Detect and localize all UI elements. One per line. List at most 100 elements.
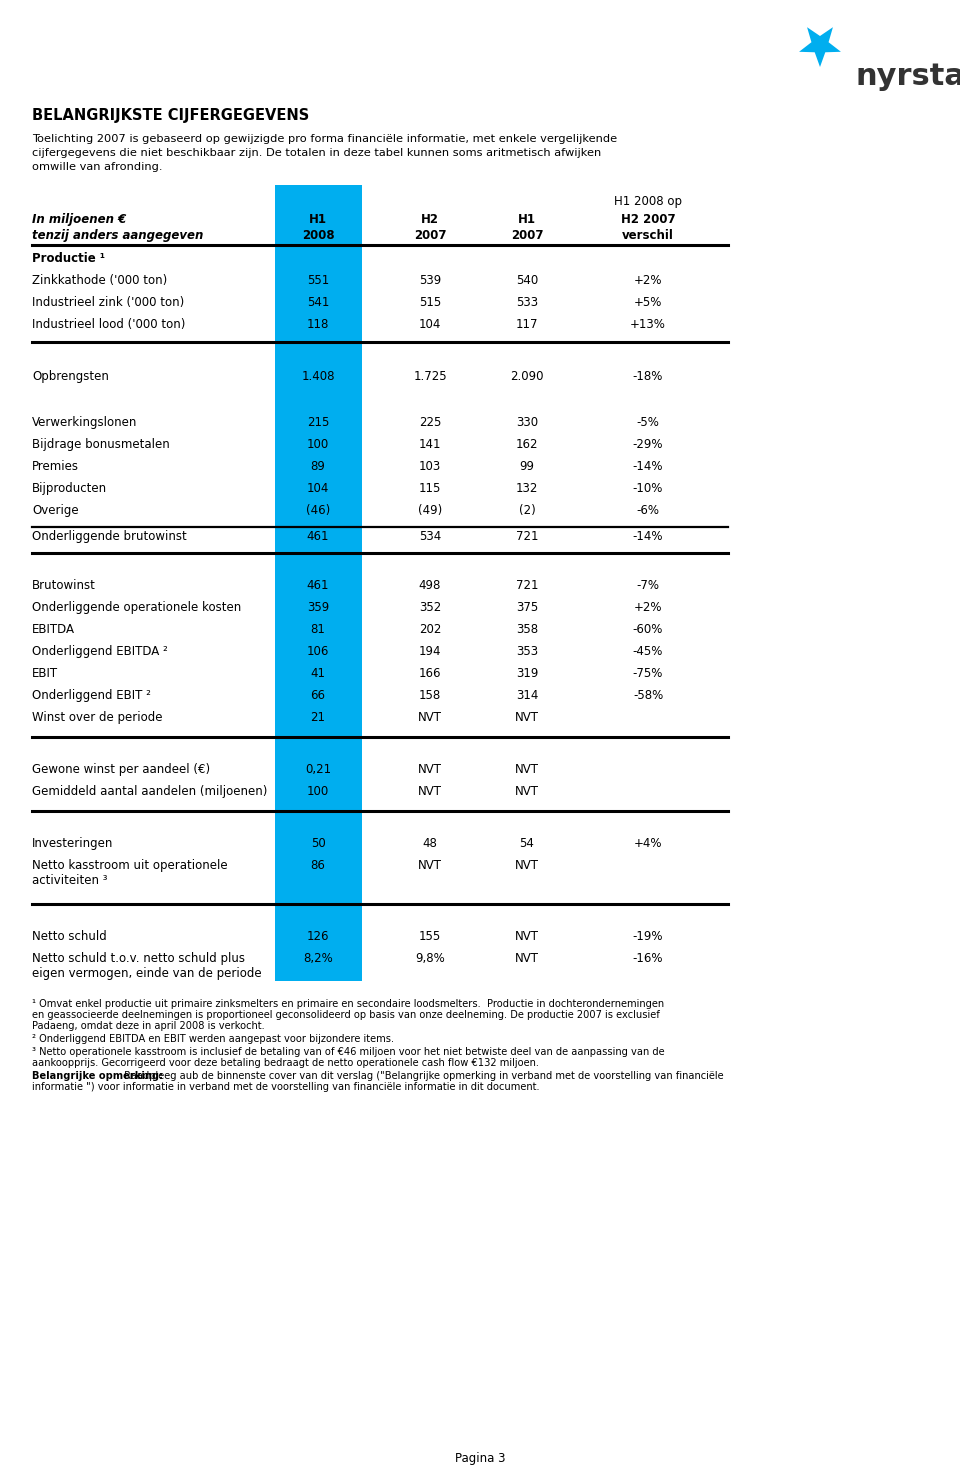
Text: 721: 721 [516,580,539,591]
Text: 118: 118 [307,319,329,330]
Text: 106: 106 [307,645,329,658]
Text: 9,8%: 9,8% [415,951,444,965]
Text: -6%: -6% [636,504,660,518]
Text: 539: 539 [419,274,442,288]
Text: -7%: -7% [636,580,660,591]
Text: 551: 551 [307,274,329,288]
Text: aankoopprijs. Gecorrigeerd voor deze betaling bedraagt de netto operationele cas: aankoopprijs. Gecorrigeerd voor deze bet… [32,1058,539,1068]
Text: 54: 54 [519,836,535,850]
Text: NVT: NVT [515,951,539,965]
Text: informatie ") voor informatie in verband met de voorstelling van financiële info: informatie ") voor informatie in verband… [32,1083,540,1092]
Text: 319: 319 [516,667,539,680]
Text: nyrstar: nyrstar [855,62,960,91]
Text: 0,21: 0,21 [305,763,331,776]
Text: 117: 117 [516,319,539,330]
Text: 202: 202 [419,622,442,636]
Text: 162: 162 [516,438,539,451]
Text: +13%: +13% [630,319,666,330]
Text: Onderliggend EBIT ²: Onderliggend EBIT ² [32,689,151,702]
Text: 194: 194 [419,645,442,658]
Text: ³ Netto operationele kasstroom is inclusief de betaling van of €46 miljoen voor : ³ Netto operationele kasstroom is inclus… [32,1047,664,1058]
Text: 215: 215 [307,416,329,429]
Text: -75%: -75% [633,667,663,680]
Text: EBITDA: EBITDA [32,622,75,636]
Text: NVT: NVT [515,785,539,798]
Text: Industrieel lood ('000 ton): Industrieel lood ('000 ton) [32,319,185,330]
Text: 533: 533 [516,296,538,308]
Text: H1 2008 op: H1 2008 op [614,195,682,208]
Text: H2: H2 [421,212,439,226]
Text: Bijproducten: Bijproducten [32,482,108,496]
Text: -14%: -14% [633,530,663,543]
Text: 141: 141 [419,438,442,451]
Text: 48: 48 [422,836,438,850]
Text: 66: 66 [310,689,325,702]
Text: 1.408: 1.408 [301,370,335,384]
Text: 2007: 2007 [414,229,446,242]
Text: (2): (2) [518,504,536,518]
Text: NVT: NVT [515,858,539,872]
Text: 225: 225 [419,416,442,429]
Text: Belangrijke opmerking:: Belangrijke opmerking: [32,1071,163,1081]
Text: -18%: -18% [633,370,663,384]
Text: NVT: NVT [418,711,442,724]
Text: 358: 358 [516,622,538,636]
Text: NVT: NVT [418,785,442,798]
Text: Opbrengsten: Opbrengsten [32,370,108,384]
Text: cijfergegevens die niet beschikbaar zijn. De totalen in deze tabel kunnen soms a: cijfergegevens die niet beschikbaar zijn… [32,148,601,158]
Text: Netto kasstroom uit operationele: Netto kasstroom uit operationele [32,858,228,872]
Text: Toelichting 2007 is gebaseerd op gewijzigde pro forma financiële informatie, met: Toelichting 2007 is gebaseerd op gewijzi… [32,134,617,145]
Text: 330: 330 [516,416,538,429]
Text: eigen vermogen, einde van de periode: eigen vermogen, einde van de periode [32,968,262,979]
Text: Gemiddeld aantal aandelen (miljoenen): Gemiddeld aantal aandelen (miljoenen) [32,785,268,798]
Text: 115: 115 [419,482,442,496]
Text: -60%: -60% [633,622,663,636]
Text: 132: 132 [516,482,539,496]
Text: en geassocieerde deelnemingen is proportioneel geconsolideerd op basis van onze : en geassocieerde deelnemingen is proport… [32,1010,660,1021]
Text: H1: H1 [518,212,536,226]
Text: -10%: -10% [633,482,663,496]
Text: 86: 86 [311,858,325,872]
Text: 8,2%: 8,2% [303,951,333,965]
Text: 155: 155 [419,931,442,943]
Text: Productie ¹: Productie ¹ [32,252,105,266]
Text: 515: 515 [419,296,442,308]
Text: Raadpleeg aub de binnenste cover van dit verslag ("Belangrijke opmerking in verb: Raadpleeg aub de binnenste cover van dit… [121,1071,724,1081]
Text: 2007: 2007 [511,229,543,242]
Text: NVT: NVT [418,763,442,776]
Text: 81: 81 [311,622,325,636]
Text: -58%: -58% [633,689,663,702]
Text: NVT: NVT [515,931,539,943]
Text: NVT: NVT [418,858,442,872]
Text: 1.725: 1.725 [413,370,446,384]
Text: 2008: 2008 [301,229,334,242]
Text: tenzij anders aangegeven: tenzij anders aangegeven [32,229,204,242]
Text: +2%: +2% [634,600,662,614]
Text: 50: 50 [311,836,325,850]
Text: NVT: NVT [515,711,539,724]
Text: omwille van afronding.: omwille van afronding. [32,162,162,173]
Text: EBIT: EBIT [32,667,59,680]
Text: Zinkkathode ('000 ton): Zinkkathode ('000 ton) [32,274,167,288]
Text: Netto schuld t.o.v. netto schuld plus: Netto schuld t.o.v. netto schuld plus [32,951,245,965]
Polygon shape [799,27,841,66]
Text: Netto schuld: Netto schuld [32,931,107,943]
Text: 534: 534 [419,530,442,543]
Text: BELANGRIJKSTE CIJFERGEGEVENS: BELANGRIJKSTE CIJFERGEGEVENS [32,108,309,122]
Text: -29%: -29% [633,438,663,451]
Text: H1: H1 [309,212,327,226]
Text: 100: 100 [307,438,329,451]
Text: +2%: +2% [634,274,662,288]
Text: Padaeng, omdat deze in april 2008 is verkocht.: Padaeng, omdat deze in april 2008 is ver… [32,1021,265,1031]
Text: 314: 314 [516,689,539,702]
Text: 541: 541 [307,296,329,308]
Text: (46): (46) [306,504,330,518]
Text: Onderliggende operationele kosten: Onderliggende operationele kosten [32,600,241,614]
Text: Pagina 3: Pagina 3 [455,1451,505,1465]
Text: +4%: +4% [634,836,662,850]
Text: 2.090: 2.090 [511,370,543,384]
Bar [275,184,362,981]
Text: -16%: -16% [633,951,663,965]
Text: 166: 166 [419,667,442,680]
Text: 158: 158 [419,689,442,702]
